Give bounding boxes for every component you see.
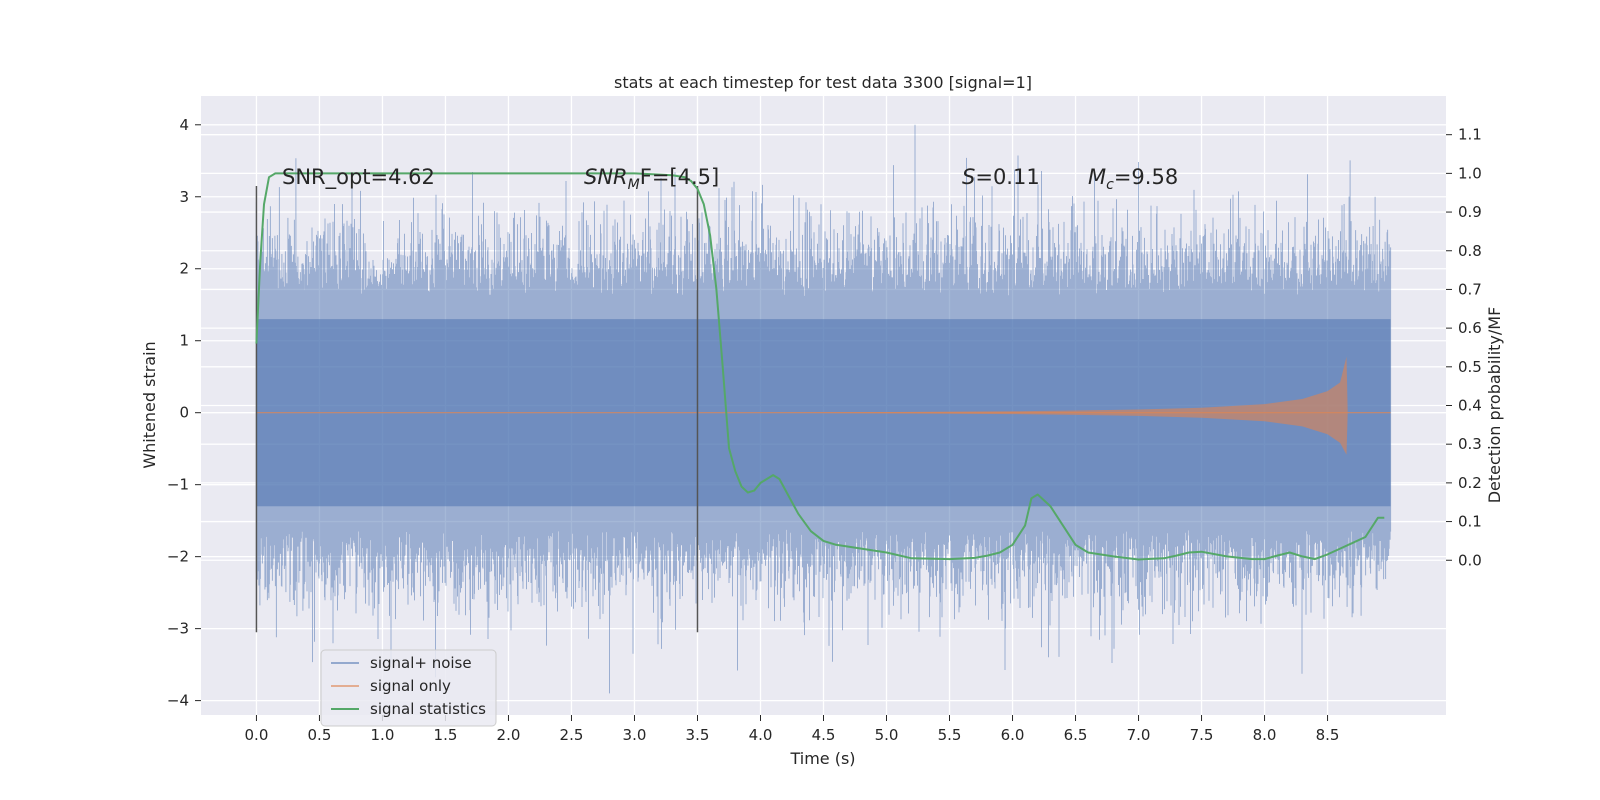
- y-right-tick-label: 0.4: [1458, 397, 1482, 415]
- y-right-tick-label: 0.2: [1458, 474, 1482, 492]
- x-tick-label: 7.5: [1190, 726, 1214, 744]
- x-tick-label: 2.0: [497, 726, 521, 744]
- x-axis-label: Time (s): [789, 749, 855, 768]
- series-signal-only: [256, 356, 1391, 455]
- x-tick-label: 5.0: [875, 726, 899, 744]
- annotation-mc-sub: c: [1106, 177, 1114, 193]
- annotation-s-math: S: [962, 165, 975, 189]
- x-tick-label: 2.5: [560, 726, 584, 744]
- annotation-snr-mf: SNRMF=[4.5]: [584, 165, 719, 193]
- y-right-tick-label: 0.9: [1458, 203, 1482, 221]
- y-tick-label: −1: [167, 476, 189, 494]
- y-axis-right-label: Detection probability/MF: [1485, 307, 1504, 504]
- y-tick-label: −2: [167, 548, 189, 566]
- annotation-snr-mf-math: SNR: [584, 165, 628, 189]
- legend-label-signal-only: signal only: [370, 677, 451, 695]
- statistics-line: [255, 172, 1385, 561]
- y-axis-label: Whitened strain: [140, 341, 159, 468]
- y-right-tick-label: 0.6: [1458, 319, 1482, 337]
- annotation-mc-rest: =9.58: [1114, 165, 1178, 189]
- x-tick-label: 4.5: [812, 726, 836, 744]
- series-signal-statistics: [255, 172, 1385, 561]
- y-tick-label: 0: [179, 404, 189, 422]
- y-tick-label: 2: [179, 260, 189, 278]
- y-tick-label: −4: [167, 692, 189, 710]
- annotation-mc: Mc=9.58: [1088, 165, 1178, 193]
- y-right-tick-label: 0.0: [1458, 551, 1482, 569]
- annotation-snr-opt: SNR_opt=4.62: [282, 165, 435, 190]
- legend-label-signal-noise: signal+ noise: [370, 654, 472, 672]
- y-tick-label: 3: [179, 188, 189, 206]
- legend-label-signal-statistics: signal statistics: [370, 700, 486, 718]
- x-tick-label: 3.5: [686, 726, 710, 744]
- event-markers: [255, 185, 699, 633]
- y-right-tick-label: 0.8: [1458, 242, 1482, 260]
- x-tick-label: 5.5: [938, 726, 962, 744]
- x-tick-label: 0.5: [308, 726, 332, 744]
- annotation-snr-mf-sub: M: [628, 177, 640, 193]
- annotation-snr-mf-rest: F=[4.5]: [640, 165, 719, 189]
- annotation-s: S=0.11: [962, 165, 1040, 189]
- y-right-tick-label: 1.0: [1458, 164, 1482, 182]
- x-tick-label: 8.0: [1253, 726, 1277, 744]
- chart-title: stats at each timestep for test data 330…: [614, 73, 1032, 92]
- legend: signal+ noise signal only signal statist…: [320, 649, 497, 727]
- annotation-s-rest: =0.11: [975, 165, 1039, 189]
- x-tick-label: 8.5: [1316, 726, 1340, 744]
- y-right-tick-label: 0.3: [1458, 435, 1482, 453]
- x-tick-label: 0.0: [245, 726, 269, 744]
- x-tick-label: 4.0: [749, 726, 773, 744]
- y-right-tick-label: 0.5: [1458, 358, 1482, 376]
- legend-box: [320, 649, 497, 727]
- y-right-tick-label: 0.7: [1458, 280, 1482, 298]
- annotation-mc-math: M: [1088, 165, 1106, 189]
- x-tick-label: 7.0: [1127, 726, 1151, 744]
- y-tick-label: −3: [167, 620, 189, 638]
- y-tick-label: 1: [179, 332, 189, 350]
- x-tick-label: 6.0: [1001, 726, 1025, 744]
- y-tick-label: 4: [179, 116, 189, 134]
- y-right-tick-label: 1.1: [1458, 126, 1482, 144]
- x-tick-label: 1.0: [371, 726, 395, 744]
- ticks: 0.0 0.5 1.0 1.5 2.0 2.5 3.0 3.5 4.0 4.5 5.0 5.5 6.0 6…: [167, 116, 1482, 744]
- x-tick-label: 6.5: [1064, 726, 1088, 744]
- x-tick-label: 1.5: [434, 726, 458, 744]
- y-right-tick-label: 0.1: [1458, 513, 1482, 531]
- x-tick-label: 3.0: [623, 726, 647, 744]
